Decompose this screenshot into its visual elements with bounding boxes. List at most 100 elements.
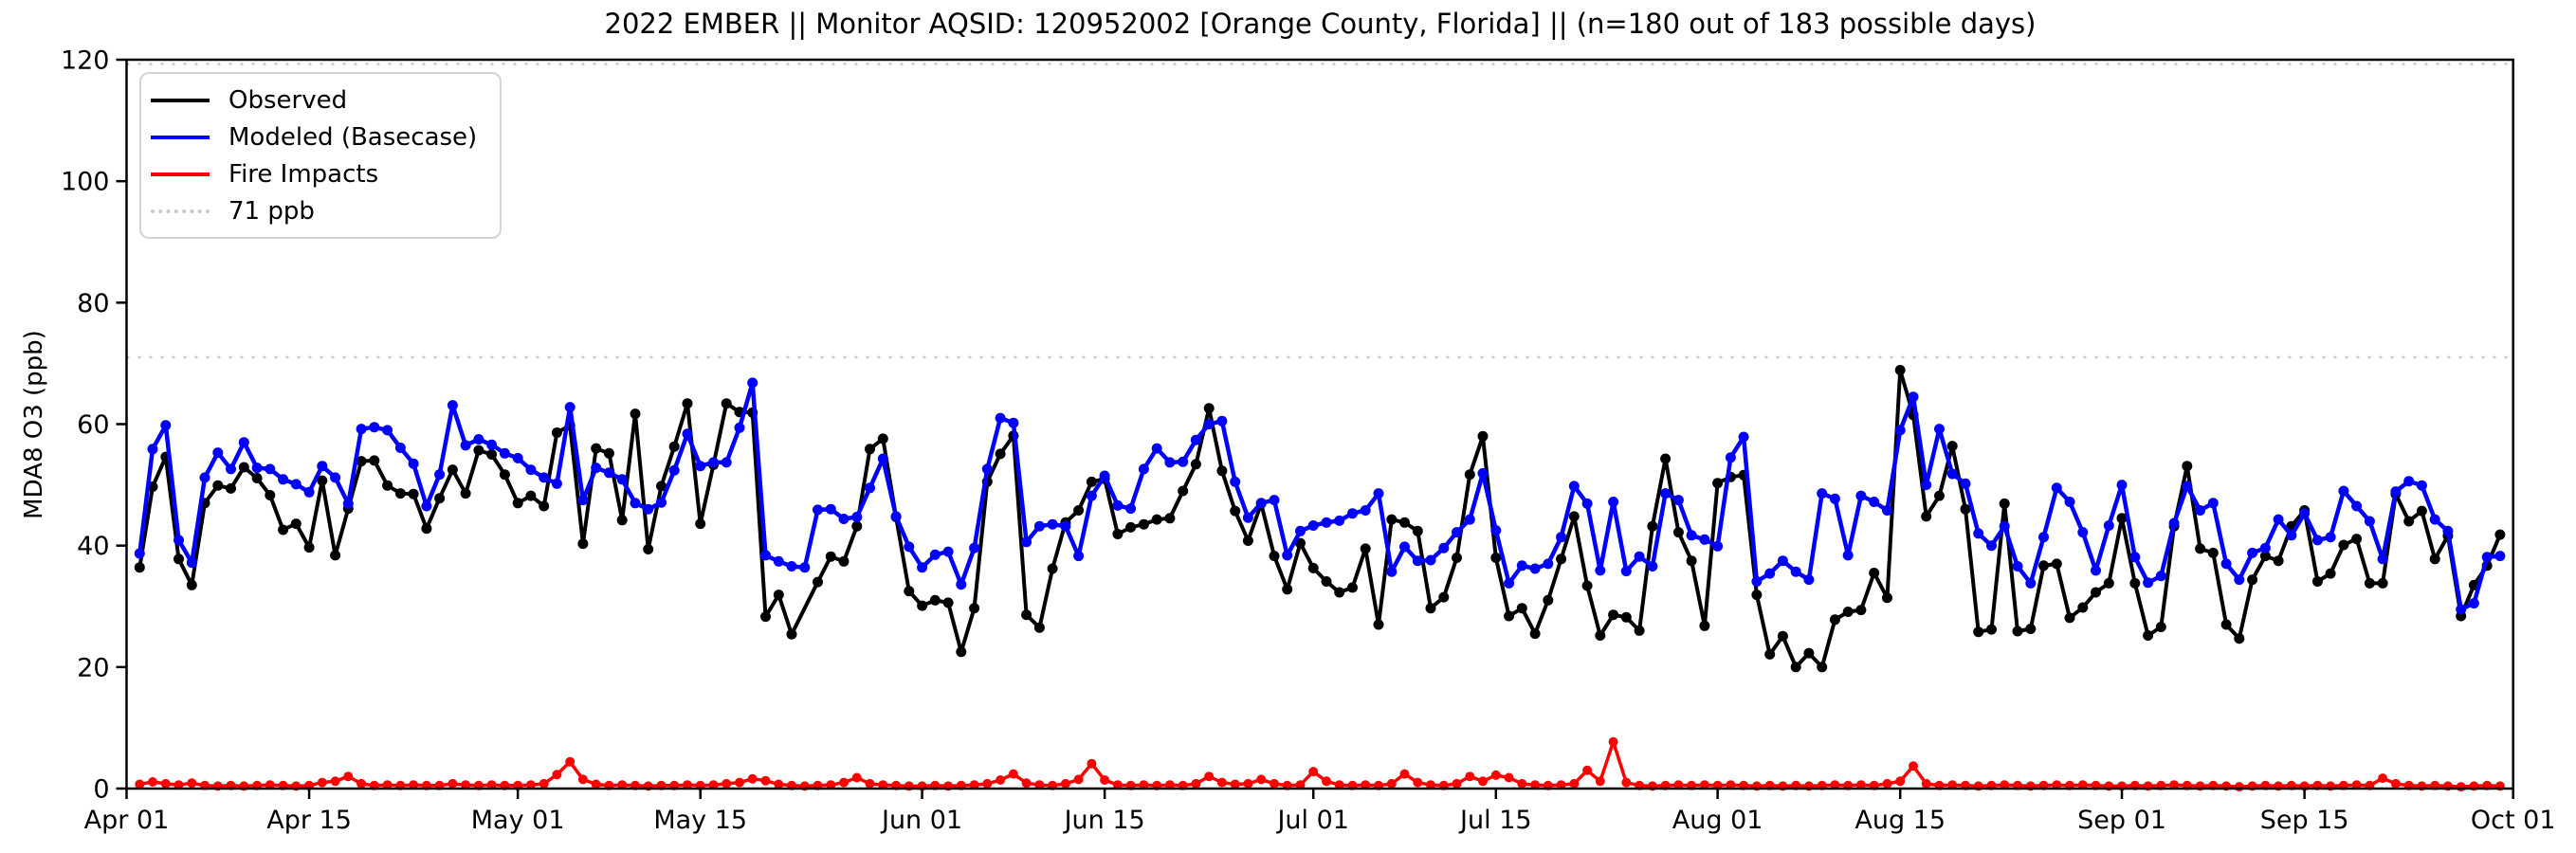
data-point bbox=[1608, 736, 1618, 747]
data-point bbox=[1191, 778, 1201, 789]
data-point bbox=[1504, 577, 1515, 589]
data-point bbox=[577, 538, 589, 550]
data-point bbox=[1347, 582, 1358, 593]
data-point bbox=[382, 480, 393, 491]
data-point bbox=[695, 461, 706, 472]
data-point bbox=[486, 439, 498, 450]
data-point bbox=[877, 433, 888, 445]
data-point bbox=[942, 546, 954, 557]
data-point bbox=[1465, 771, 1475, 782]
data-point bbox=[2273, 514, 2284, 525]
data-point bbox=[147, 444, 158, 455]
data-point bbox=[1100, 775, 1110, 785]
data-point bbox=[512, 452, 523, 463]
data-point bbox=[1399, 769, 1410, 779]
data-point bbox=[303, 486, 315, 498]
data-point bbox=[1909, 761, 1918, 771]
data-point bbox=[134, 562, 145, 573]
data-point bbox=[199, 472, 210, 483]
data-point bbox=[2299, 508, 2311, 519]
data-point bbox=[747, 377, 758, 389]
data-point bbox=[2129, 577, 2141, 589]
data-point bbox=[1008, 769, 1018, 779]
data-point bbox=[1530, 780, 1541, 790]
data-point bbox=[525, 490, 537, 501]
legend-item-observed: Observed bbox=[151, 84, 494, 117]
data-point bbox=[551, 478, 562, 489]
data-point bbox=[1595, 630, 1606, 641]
data-point bbox=[995, 412, 1006, 424]
data-point bbox=[382, 425, 393, 436]
data-point bbox=[1139, 780, 1149, 790]
data-point bbox=[409, 780, 419, 790]
data-point bbox=[865, 444, 875, 455]
data-point bbox=[616, 474, 628, 485]
x-tick-label: Sep 15 bbox=[2260, 806, 2349, 835]
data-point bbox=[382, 780, 393, 790]
data-point bbox=[1255, 498, 1267, 509]
data-point bbox=[1386, 514, 1398, 525]
data-point bbox=[2025, 624, 2037, 634]
data-point bbox=[1490, 770, 1501, 780]
data-point bbox=[356, 424, 367, 435]
data-point bbox=[1033, 520, 1045, 532]
data-point bbox=[1660, 453, 1672, 464]
data-point bbox=[1464, 514, 1475, 525]
data-point bbox=[683, 780, 692, 790]
data-point bbox=[1699, 620, 1710, 631]
data-point bbox=[995, 448, 1006, 460]
data-point bbox=[1204, 771, 1215, 782]
data-point bbox=[226, 482, 236, 494]
data-point bbox=[1699, 534, 1710, 545]
data-point bbox=[394, 488, 406, 499]
data-point bbox=[1634, 625, 1645, 636]
data-point bbox=[1517, 778, 1527, 789]
data-point bbox=[1307, 520, 1319, 531]
data-point bbox=[630, 408, 641, 420]
data-point bbox=[1647, 520, 1658, 532]
data-point bbox=[1829, 493, 1840, 504]
data-point bbox=[160, 778, 171, 789]
data-point bbox=[2116, 513, 2128, 524]
data-point bbox=[2429, 514, 2440, 525]
data-point bbox=[486, 449, 498, 460]
data-point bbox=[564, 402, 575, 413]
data-point bbox=[643, 503, 654, 515]
data-point bbox=[1921, 511, 1932, 522]
data-point bbox=[2051, 482, 2062, 494]
data-point bbox=[1021, 778, 1032, 789]
data-point bbox=[1921, 778, 1931, 789]
data-point bbox=[434, 469, 446, 481]
data-point bbox=[278, 524, 289, 535]
data-point bbox=[1908, 391, 1919, 403]
data-point bbox=[2077, 602, 2089, 613]
data-point bbox=[1164, 513, 1176, 524]
data-point bbox=[1934, 424, 1945, 435]
data-point bbox=[656, 497, 667, 508]
data-point bbox=[2168, 517, 2180, 529]
data-point bbox=[969, 780, 979, 790]
data-point bbox=[186, 579, 197, 590]
data-point bbox=[238, 437, 249, 448]
data-point bbox=[1946, 441, 1958, 452]
data-point bbox=[2456, 782, 2466, 792]
data-point bbox=[1660, 488, 1672, 499]
data-point bbox=[2220, 558, 2232, 570]
data-point bbox=[2143, 630, 2154, 641]
data-point bbox=[1477, 467, 1489, 479]
data-point bbox=[2234, 574, 2245, 586]
data-point bbox=[577, 495, 589, 506]
data-point bbox=[1151, 443, 1162, 454]
data-point bbox=[2416, 480, 2427, 491]
data-point bbox=[878, 780, 888, 790]
data-point bbox=[1112, 529, 1124, 539]
data-point bbox=[2195, 543, 2206, 554]
data-point bbox=[2325, 532, 2336, 543]
data-point bbox=[1060, 520, 1071, 532]
data-point bbox=[969, 603, 980, 614]
data-point bbox=[668, 464, 680, 476]
data-point bbox=[356, 456, 367, 467]
data-point bbox=[1151, 514, 1162, 525]
data-point bbox=[1412, 525, 1423, 536]
